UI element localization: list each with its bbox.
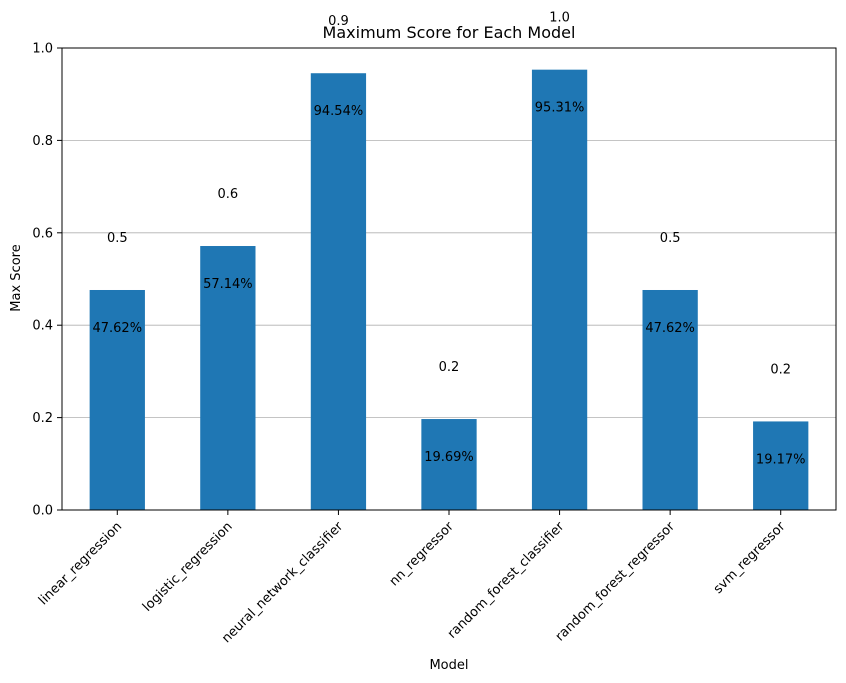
bar-rounded-label: 1.0 [549,11,570,26]
x-tick-label: neural_network_classifier [219,519,346,646]
bar-rounded-label: 0.2 [770,362,791,377]
y-tick-label: 1.0 [32,42,53,57]
bar-rounded-label: 0.2 [439,360,460,375]
bars [89,69,809,511]
bar-percent-label: 57.14% [203,277,253,292]
y-axis-label: Max Score [9,244,24,311]
bar-percent-label: 19.17% [756,452,806,467]
bar-rounded-label: 0.6 [218,187,239,202]
bar [200,246,256,511]
y-tick-label: 0.4 [32,319,53,334]
bar-percent-label: 47.62% [645,321,695,336]
data-labels: 47.62% 0.5 57.14% 0.6 94.54% 0.9 19.69% 0.2 95.3… [92,11,805,468]
axes: 0.0 0.2 0.4 0.6 0.8 1.0 linear_regression logis… [32,42,837,646]
bar-percent-label: 95.31% [535,101,585,116]
bar-rounded-label: 0.5 [660,231,681,246]
x-tick-label: random_forest_regressor [553,519,679,645]
x-tick-label: svm_regressor [711,519,789,597]
x-tick-label: logistic_regression [140,519,236,615]
bar [310,73,367,511]
bar-percent-label: 19.69% [424,450,474,465]
y-tick-label: 0.2 [32,411,53,426]
x-tick-label: linear_regression [36,519,125,608]
bar [531,69,588,511]
grid-lines [62,139,836,419]
bar-rounded-label: 0.9 [328,14,349,29]
x-tick-label: nn_regressor [387,519,458,590]
chart-title: Maximum Score for Each Model [323,23,576,42]
bar-percent-label: 94.54% [314,104,364,119]
plot-frame [61,47,837,511]
bar [642,289,698,510]
x-axis-label: Model [429,658,468,673]
y-tick-label: 0.0 [32,504,53,519]
bar-rounded-label: 0.5 [107,231,128,246]
bar [753,421,809,510]
bar [89,289,145,510]
bar [421,419,477,510]
y-tick-label: 0.8 [32,134,53,149]
y-tick-label: 0.6 [32,226,53,241]
x-tick-label: random_forest_classifier [445,519,568,642]
bar-percent-label: 47.62% [92,321,142,336]
